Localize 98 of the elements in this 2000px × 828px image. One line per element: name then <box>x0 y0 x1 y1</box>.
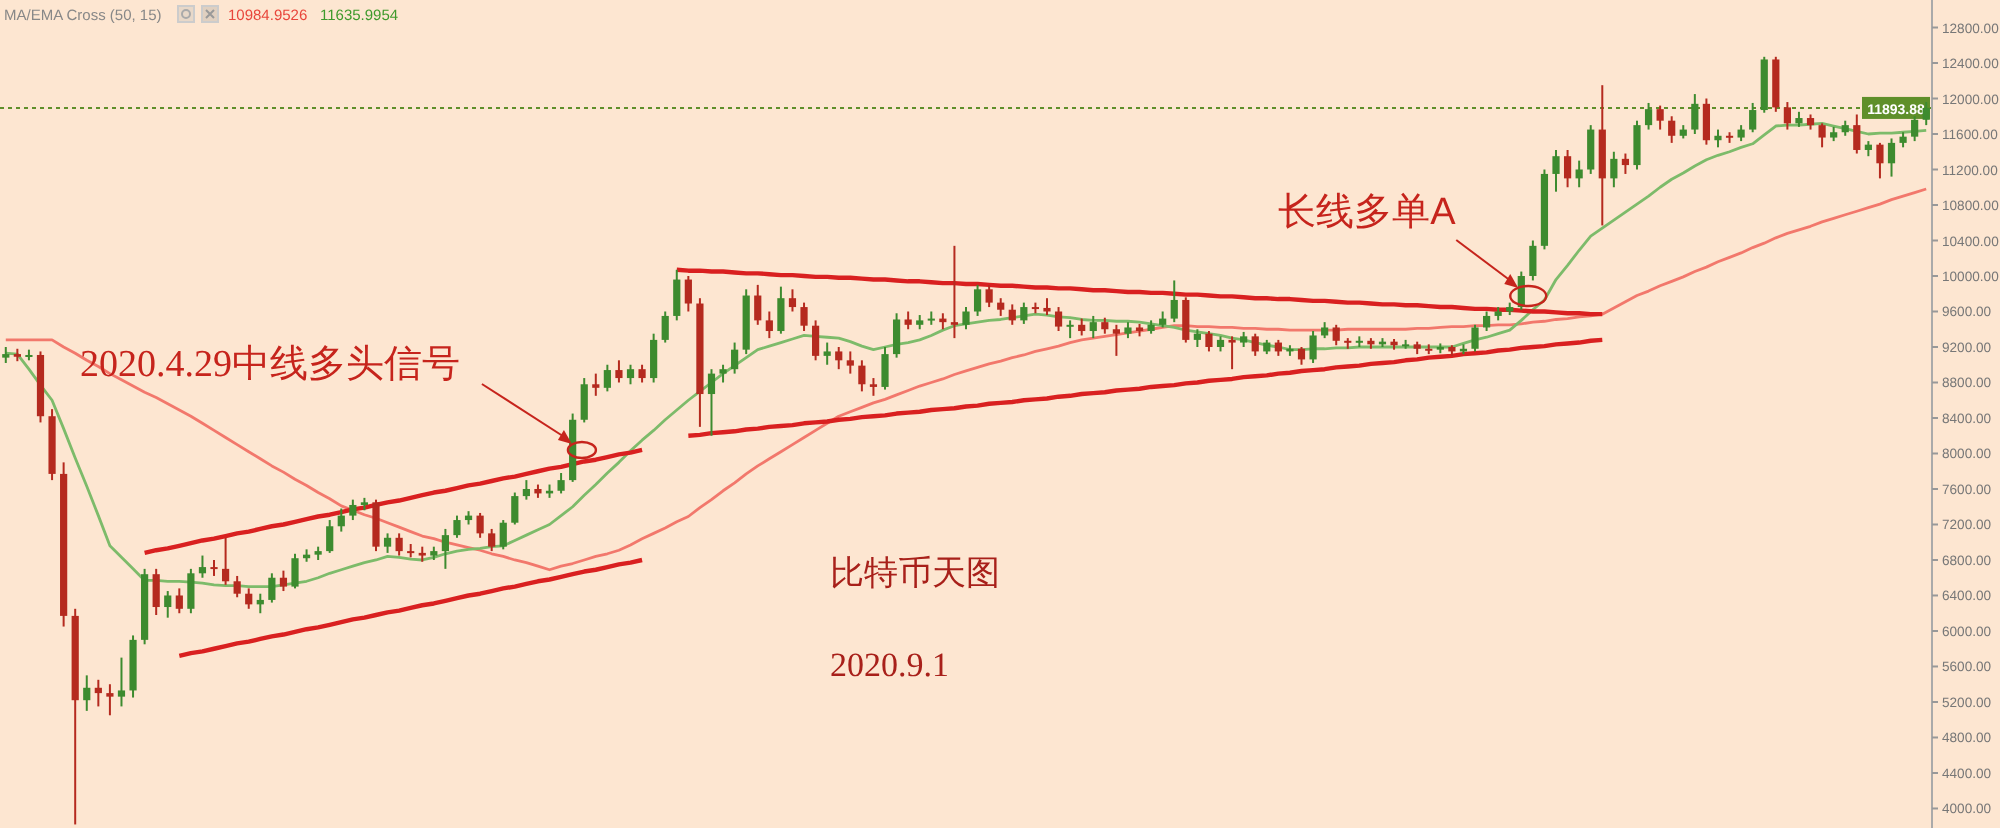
candlestick <box>1251 332 1259 357</box>
candlestick <box>372 498 380 553</box>
candlestick <box>499 519 507 551</box>
candlestick <box>557 472 565 495</box>
candlestick <box>765 310 773 340</box>
annotation: 比特币天图 <box>830 554 1000 592</box>
candlestick <box>198 554 207 579</box>
candlestick <box>1309 330 1317 364</box>
candlestick <box>1483 310 1491 333</box>
candlestick <box>233 574 241 599</box>
candlestick <box>1228 335 1236 371</box>
candlestick <box>777 285 785 335</box>
candlestick <box>731 341 739 375</box>
candlestick <box>1633 119 1641 171</box>
candlestick <box>1089 314 1097 340</box>
candlestick <box>1876 141 1884 180</box>
candlestick <box>1066 319 1074 340</box>
candlestick <box>511 491 519 526</box>
candlestick <box>1471 323 1479 353</box>
candlestick <box>337 507 345 533</box>
candlestick <box>1818 122 1826 149</box>
candlestick <box>950 244 959 340</box>
candlestick <box>83 674 91 712</box>
candlestick <box>1054 306 1063 333</box>
candlestick <box>1112 323 1120 357</box>
line-series <box>674 267 1605 317</box>
candlestick <box>453 514 461 539</box>
candlestick <box>1587 124 1595 175</box>
candlestick <box>1205 330 1213 353</box>
candlestick <box>788 288 797 313</box>
candlestick <box>846 350 854 375</box>
candlestick <box>1656 104 1664 131</box>
candlestick <box>1853 113 1861 155</box>
candlestick <box>1182 296 1190 344</box>
candlestick <box>615 359 623 384</box>
candlestick <box>1887 137 1896 178</box>
candlestick <box>1610 150 1618 189</box>
line-series <box>686 337 1605 438</box>
annotation: 长线多单A <box>1278 192 1457 234</box>
candlestick <box>488 527 496 553</box>
candlestick <box>812 319 820 362</box>
candlestick <box>650 332 658 384</box>
candlestick <box>1691 93 1699 136</box>
candlestick <box>175 587 183 615</box>
candlestick <box>1749 101 1757 134</box>
candlestick <box>383 532 392 554</box>
candlestick <box>962 306 970 331</box>
candlestick <box>106 683 114 717</box>
candlestick <box>1170 279 1178 324</box>
candlestick <box>268 572 276 604</box>
candlestick <box>94 678 102 708</box>
candlestick <box>1552 148 1560 193</box>
candlestick <box>221 536 230 586</box>
candlestick <box>626 363 635 386</box>
candlestick <box>1621 152 1630 175</box>
candlestick <box>892 312 901 359</box>
candlestick <box>661 310 669 344</box>
candlestick <box>522 479 530 501</box>
candlestick <box>1332 323 1340 347</box>
candlestick <box>1644 101 1653 131</box>
candlestick <box>395 532 403 557</box>
annotation: 2020.9.1 <box>830 646 949 684</box>
candlestick <box>881 346 889 391</box>
candlestick <box>476 511 484 539</box>
candlestick <box>673 268 681 322</box>
candlestick <box>580 377 588 424</box>
candlestick <box>187 567 195 615</box>
candlestick <box>152 567 160 617</box>
candlestick <box>1922 101 1930 127</box>
candlestick <box>1702 97 1711 146</box>
line-series <box>177 557 645 659</box>
candlestick <box>1772 55 1780 113</box>
candlestick <box>164 590 172 619</box>
candlestick <box>823 341 831 366</box>
candlestick <box>858 359 866 393</box>
candlestick <box>973 283 982 317</box>
candlestick <box>245 587 253 610</box>
candlestick <box>1529 239 1537 282</box>
candlestick <box>326 519 334 554</box>
candlestick <box>1008 303 1016 326</box>
candlestick <box>1911 115 1919 143</box>
candlestick <box>985 283 993 309</box>
candlestick <box>835 346 843 371</box>
candlestick <box>1783 101 1791 131</box>
candlestick <box>800 301 808 333</box>
candlestick <box>754 283 762 326</box>
candlestick <box>1020 301 1028 325</box>
candlestick <box>603 363 611 393</box>
candlestick <box>684 275 692 313</box>
candlestick <box>349 498 357 522</box>
candlestick <box>1668 115 1676 144</box>
candlestick <box>1563 148 1572 189</box>
candlestick <box>592 372 600 397</box>
candlestick <box>279 569 288 593</box>
candlestick <box>707 368 716 437</box>
candlestick <box>291 552 299 590</box>
candlestick <box>117 656 126 708</box>
candlestick <box>441 527 449 570</box>
